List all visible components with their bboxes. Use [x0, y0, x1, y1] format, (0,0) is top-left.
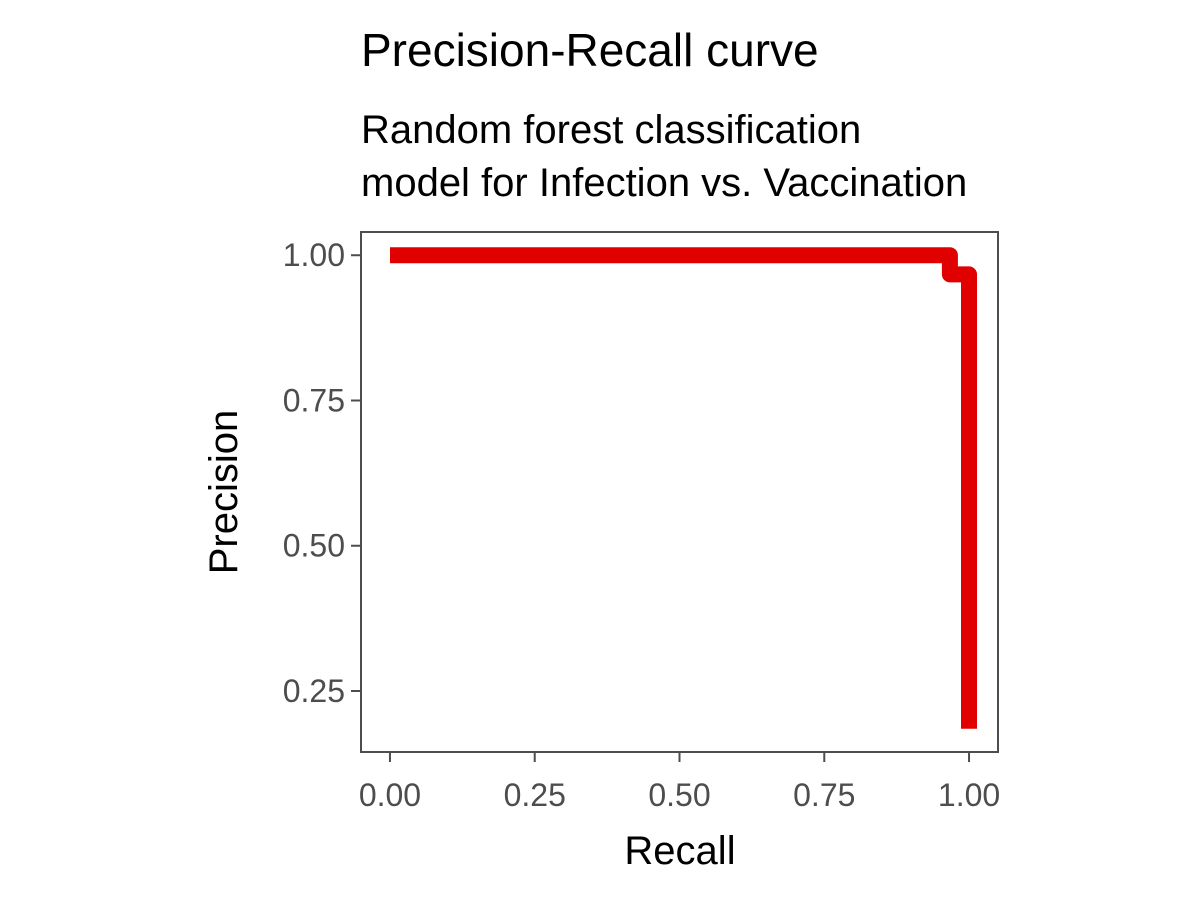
y-tick-label: 0.25: [283, 673, 345, 709]
series-line-0: [390, 247, 977, 729]
y-tick-label: 0.75: [283, 382, 345, 418]
x-tick-label: 0.50: [648, 777, 710, 813]
y-tick-label: 1.00: [283, 237, 345, 273]
chart-subtitle-line-1: Random forest classification: [361, 108, 861, 152]
x-tick-label: 0.25: [504, 777, 566, 813]
y-axis: 0.25 0.50 0.75 1.00: [283, 237, 361, 709]
x-tick-label: 0.75: [793, 777, 855, 813]
x-tick-label: 1.00: [938, 777, 1000, 813]
plot-area: [360, 231, 999, 753]
panel-border: [360, 231, 999, 753]
x-tick-label: 0.00: [359, 777, 421, 813]
chart-subtitle-line-2: model for Infection vs. Vaccination: [361, 161, 967, 205]
x-axis-title: Recall: [624, 829, 735, 873]
y-axis-title: Precision: [202, 410, 246, 575]
x-axis: 0.00 0.25 0.50 0.75 1.00: [359, 752, 1000, 813]
chart-title: Precision-Recall curve: [361, 24, 819, 76]
y-tick-label: 0.50: [283, 528, 345, 564]
